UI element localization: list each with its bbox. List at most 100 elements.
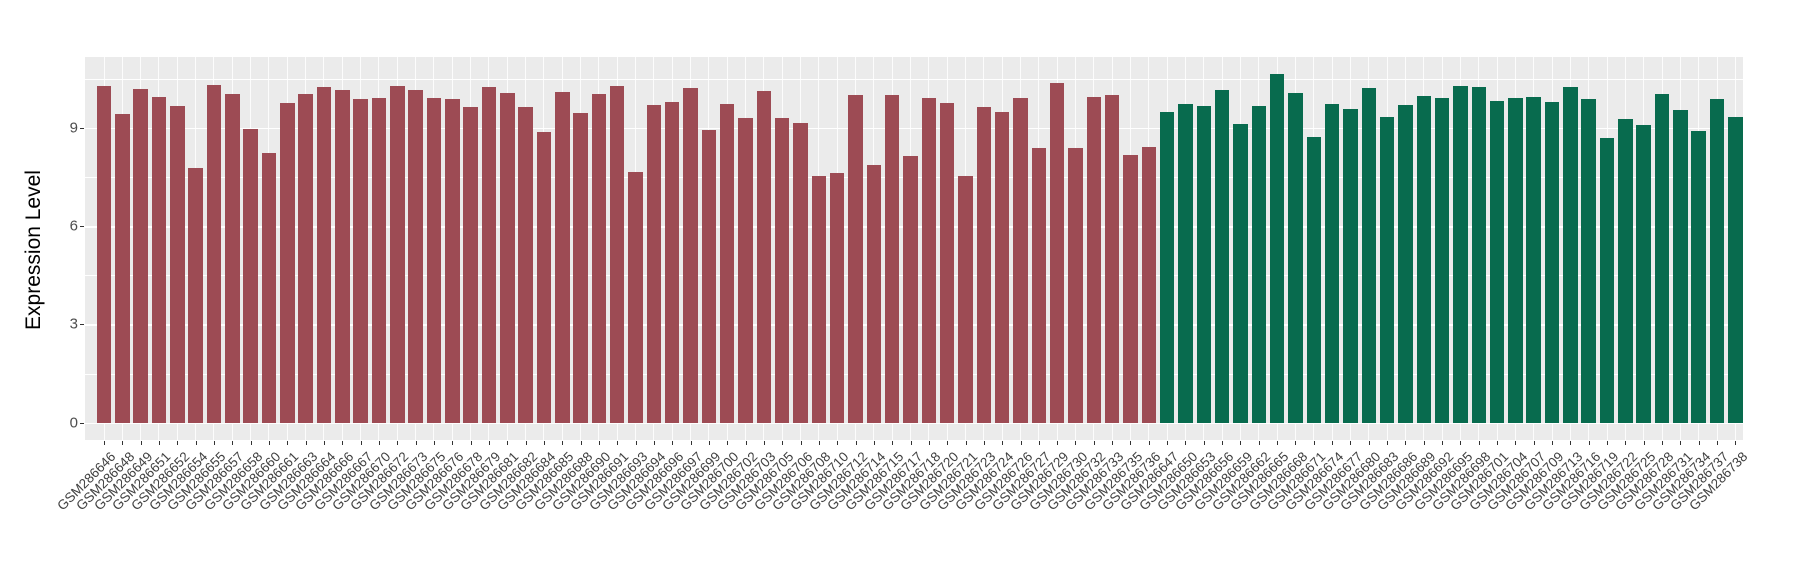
bar-GSM286731 [1673,109,1688,423]
y-gridline-major [85,127,1743,130]
x-tick-mark [1515,441,1517,445]
bar-GSM286674 [1324,104,1340,423]
bar-GSM286657 [225,94,240,423]
bar-GSM286677 [1343,109,1358,423]
bar-GSM286678 [463,106,478,423]
x-tick-mark [1112,441,1114,445]
y-tick-mark [80,127,84,129]
x-tick-mark [232,441,234,445]
bar-GSM286653 [1196,106,1212,423]
x-tick-mark [1698,441,1700,445]
bar-GSM286730 [1068,147,1083,423]
x-tick-mark [928,441,930,445]
bar-GSM286656 [1214,89,1230,423]
bar-GSM286734 [1691,130,1706,423]
y-tick-mark [80,324,84,326]
bar-GSM286685 [555,91,570,423]
bar-GSM286736 [1141,146,1157,423]
x-tick-mark [1735,441,1737,445]
bar-GSM286671 [1306,137,1322,423]
x-tick-mark [1240,441,1242,445]
bar-GSM286712 [848,94,863,423]
x-tick-mark [1203,441,1205,445]
x-tick-mark [855,441,857,445]
bar-GSM286705 [774,117,790,423]
bar-GSM286683 [1379,117,1395,423]
x-tick-mark [1020,441,1022,445]
y-tick-mark [80,422,84,424]
x-tick-mark [708,441,710,445]
x-tick-mark [470,441,472,445]
bar-GSM286660 [261,153,277,423]
x-tick-mark [1478,441,1480,445]
bar-GSM286679 [481,87,497,423]
bar-GSM286723 [976,106,992,423]
x-tick-mark [1185,441,1187,445]
y-tick-label: 6 [69,217,78,235]
bar-GSM286719 [1599,138,1615,423]
bar-GSM286647 [1159,111,1175,423]
x-tick-mark [1442,441,1444,445]
x-tick-mark [1460,441,1462,445]
x-tick-mark [1258,441,1260,445]
bar-GSM286698 [1471,87,1486,423]
x-tick-mark [598,441,600,445]
x-tick-mark [800,441,802,445]
x-tick-mark [727,441,729,445]
plot-panel [85,57,1743,440]
bar-GSM286725 [1636,125,1651,423]
bar-GSM286696 [664,101,680,423]
x-tick-mark [763,441,765,445]
bar-GSM286735 [1123,155,1138,423]
bar-GSM286720 [939,103,955,423]
x-tick-mark [1093,441,1095,445]
x-tick-mark [1533,441,1535,445]
bar-GSM286686 [1398,105,1413,423]
x-tick-mark [342,441,344,445]
bar-GSM286668 [1288,92,1303,423]
x-tick-mark [250,441,252,445]
bar-GSM286655 [206,85,222,423]
x-tick-mark [1332,441,1334,445]
bar-GSM286702 [738,118,753,423]
y-tick-label: 0 [69,414,78,432]
x-tick-mark [323,441,325,445]
bar-GSM286690 [591,93,607,423]
y-tick-label: 3 [69,315,78,333]
bar-GSM286718 [921,97,937,423]
bar-GSM286709 [1544,101,1560,423]
x-tick-mark [910,441,912,445]
bar-GSM286738 [1728,117,1743,423]
bar-GSM286707 [1526,96,1541,423]
y-axis-title-text: Expression Level [22,170,45,330]
bar-GSM286699 [701,129,717,423]
bar-GSM286663 [298,94,313,423]
bar-GSM286714 [866,164,882,423]
bar-GSM286694 [646,105,662,423]
x-tick-mark [1625,441,1627,445]
x-tick-mark [397,441,399,445]
bar-GSM286704 [1508,97,1523,423]
x-tick-mark [1607,441,1609,445]
bar-GSM286727 [1031,147,1047,423]
x-tick-mark [104,441,105,445]
bar-GSM286658 [243,129,258,423]
x-tick-mark [1130,441,1132,445]
bar-GSM286652 [170,106,185,423]
x-tick-mark [507,441,509,445]
x-tick-mark [1148,441,1150,445]
x-tick-mark [965,441,967,445]
x-tick-mark [947,441,949,445]
bar-GSM286665 [1269,73,1285,423]
x-tick-mark [818,441,820,445]
x-tick-mark [1680,441,1682,445]
x-tick-mark [360,441,362,445]
bar-GSM286654 [188,168,203,423]
x-tick-mark [415,441,417,445]
bar-GSM286697 [683,88,698,423]
x-tick-mark [782,441,784,445]
bar-GSM286708 [811,176,827,423]
bar-GSM286684 [536,132,552,423]
x-tick-mark [1570,441,1572,445]
